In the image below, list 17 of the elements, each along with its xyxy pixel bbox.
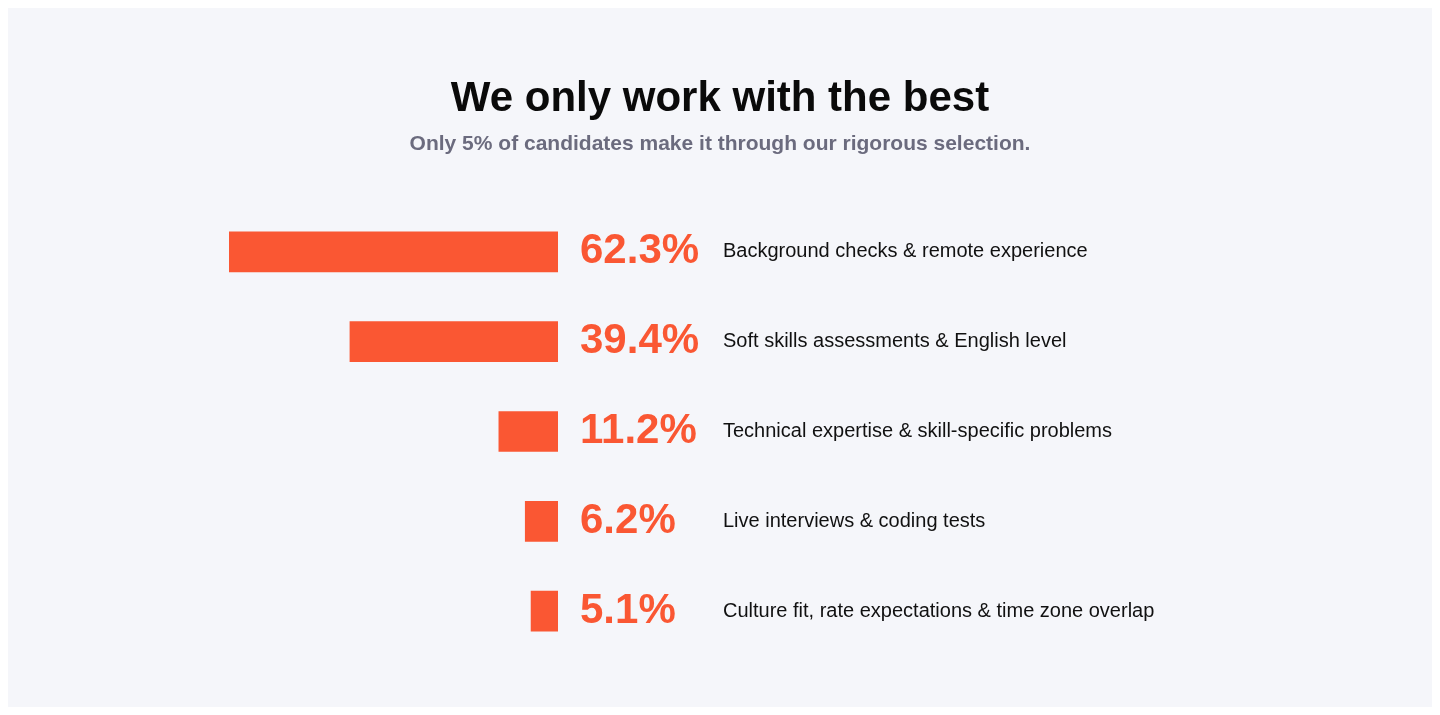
bar <box>530 590 558 632</box>
y-tick-label: Culture fit, rate expectations & time zone overlap <box>723 598 1155 621</box>
data-label: 6.2% <box>580 494 676 542</box>
y-tick-label: Background checks & remote experience <box>723 239 1088 262</box>
bar <box>349 321 558 363</box>
data-label: 62.3% <box>580 225 700 273</box>
bar <box>498 411 558 452</box>
y-tick-label: Soft skills assessments & English level <box>723 329 1067 352</box>
data-label: 11.2% <box>580 405 697 453</box>
y-tick-label: Technical expertise & skill-specific problems <box>723 419 1113 442</box>
bar <box>524 500 558 542</box>
bar <box>229 231 558 273</box>
data-label: 5.1% <box>580 584 676 632</box>
text: Only 5% of candidates make it through our rigorous selection. <box>408 131 1032 155</box>
data-label: 39.4% <box>580 315 700 363</box>
text: We only work with the best <box>449 72 991 122</box>
y-tick-label: Live interviews & coding tests <box>723 508 986 531</box>
